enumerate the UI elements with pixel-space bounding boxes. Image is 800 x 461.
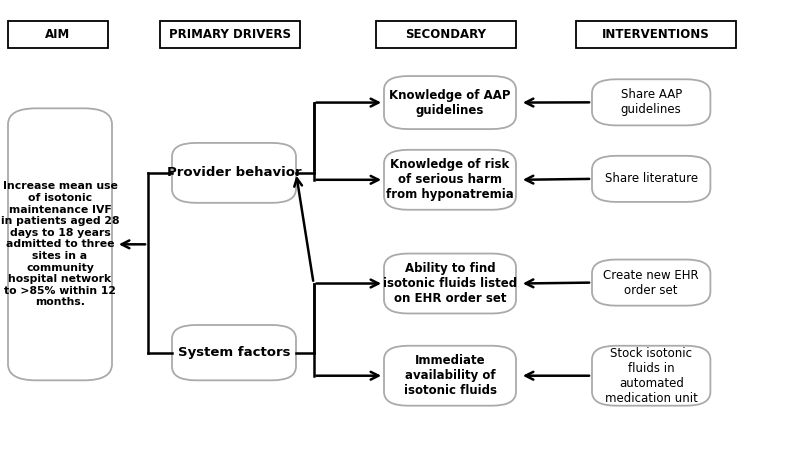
Text: Ability to find
isotonic fluids listed
on EHR order set: Ability to find isotonic fluids listed o…	[383, 262, 517, 305]
FancyBboxPatch shape	[592, 346, 710, 406]
Text: Share literature: Share literature	[605, 172, 698, 185]
FancyBboxPatch shape	[376, 21, 516, 48]
Text: PRIMARY DRIVERS: PRIMARY DRIVERS	[169, 28, 291, 41]
FancyBboxPatch shape	[172, 143, 296, 203]
FancyBboxPatch shape	[172, 325, 296, 380]
FancyBboxPatch shape	[8, 108, 112, 380]
Text: SECONDARY: SECONDARY	[406, 28, 486, 41]
Text: Share AAP
guidelines: Share AAP guidelines	[621, 89, 682, 116]
Text: Knowledge of risk
of serious harm
from hyponatremia: Knowledge of risk of serious harm from h…	[386, 158, 514, 201]
FancyBboxPatch shape	[576, 21, 736, 48]
Text: Increase mean use
of isotonic
maintenance IVF
in patients aged 28
days to 18 yea: Increase mean use of isotonic maintenanc…	[1, 181, 119, 307]
FancyBboxPatch shape	[160, 21, 300, 48]
Text: INTERVENTIONS: INTERVENTIONS	[602, 28, 710, 41]
Text: Knowledge of AAP
guidelines: Knowledge of AAP guidelines	[390, 89, 510, 117]
FancyBboxPatch shape	[384, 76, 516, 129]
Text: Stock isotonic
fluids in
automated
medication unit: Stock isotonic fluids in automated medic…	[605, 347, 698, 405]
FancyBboxPatch shape	[592, 156, 710, 202]
FancyBboxPatch shape	[592, 79, 710, 125]
Text: Immediate
availability of
isotonic fluids: Immediate availability of isotonic fluid…	[403, 354, 497, 397]
Text: Create new EHR
order set: Create new EHR order set	[603, 269, 699, 296]
FancyBboxPatch shape	[384, 346, 516, 406]
Text: AIM: AIM	[46, 28, 70, 41]
FancyBboxPatch shape	[592, 260, 710, 306]
FancyBboxPatch shape	[8, 21, 108, 48]
FancyBboxPatch shape	[384, 150, 516, 210]
Text: System factors: System factors	[178, 346, 290, 359]
Text: Provider behavior: Provider behavior	[166, 166, 302, 179]
FancyBboxPatch shape	[384, 254, 516, 313]
